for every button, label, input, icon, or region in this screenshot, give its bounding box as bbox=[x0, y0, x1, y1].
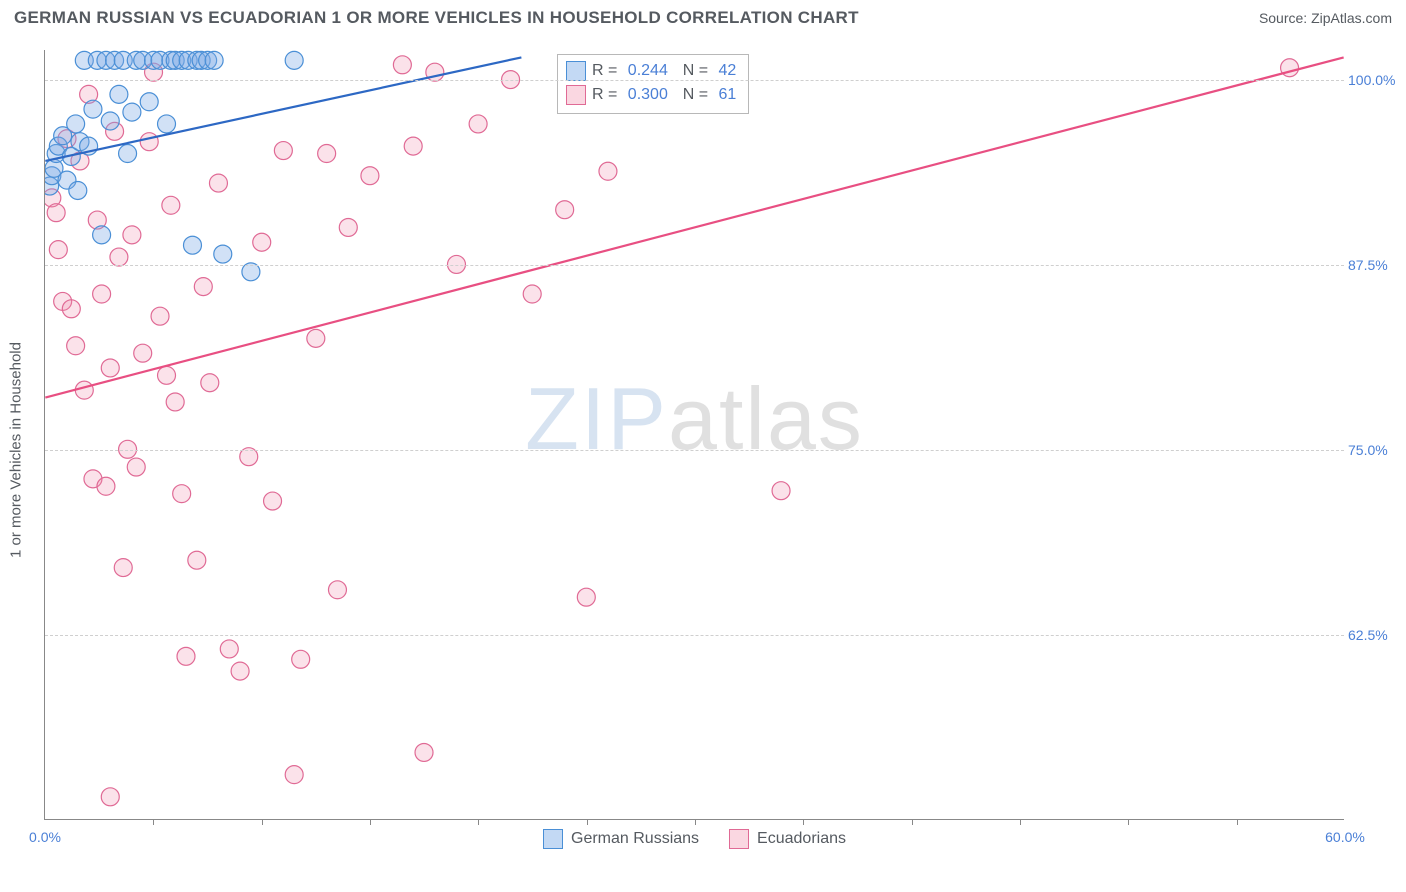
point-pink bbox=[318, 145, 336, 163]
point-pink bbox=[134, 344, 152, 362]
point-pink bbox=[523, 285, 541, 303]
point-blue bbox=[205, 51, 223, 69]
point-blue bbox=[214, 245, 232, 263]
point-blue bbox=[110, 85, 128, 103]
point-pink bbox=[140, 133, 158, 151]
point-pink bbox=[194, 278, 212, 296]
point-pink bbox=[123, 226, 141, 244]
point-pink bbox=[166, 393, 184, 411]
x-tick-label: 0.0% bbox=[29, 829, 61, 845]
point-pink bbox=[285, 766, 303, 784]
point-blue bbox=[285, 51, 303, 69]
scatter-svg bbox=[45, 50, 1344, 819]
point-pink bbox=[101, 788, 119, 806]
y-tick-label: 62.5% bbox=[1348, 627, 1400, 643]
legend-label: German Russians bbox=[571, 830, 699, 848]
point-blue bbox=[158, 115, 176, 133]
point-pink bbox=[97, 477, 115, 495]
point-pink bbox=[173, 485, 191, 503]
point-pink bbox=[328, 581, 346, 599]
swatch-pink-icon bbox=[566, 85, 586, 105]
point-pink bbox=[772, 482, 790, 500]
point-blue bbox=[140, 93, 158, 111]
point-blue bbox=[183, 236, 201, 254]
point-pink bbox=[292, 650, 310, 668]
point-blue bbox=[84, 100, 102, 118]
legend-label: Ecuadorians bbox=[757, 830, 846, 848]
point-pink bbox=[127, 458, 145, 476]
legend-item-pink: Ecuadorians bbox=[729, 829, 846, 849]
point-pink bbox=[274, 142, 292, 160]
point-pink bbox=[162, 196, 180, 214]
point-pink bbox=[415, 743, 433, 761]
point-pink bbox=[158, 366, 176, 384]
point-blue bbox=[67, 115, 85, 133]
point-pink bbox=[101, 359, 119, 377]
legend-item-blue: German Russians bbox=[543, 829, 699, 849]
point-pink bbox=[231, 662, 249, 680]
point-pink bbox=[49, 241, 67, 259]
point-blue bbox=[123, 103, 141, 121]
swatch-blue-icon bbox=[543, 829, 563, 849]
point-blue bbox=[69, 182, 87, 200]
point-pink bbox=[599, 162, 617, 180]
chart-container: 1 or more Vehicles in Household ZIPatlas… bbox=[44, 50, 1392, 850]
series-legend: German Russians Ecuadorians bbox=[45, 829, 1344, 849]
plot-area: ZIPatlas R = 0.244 N = 42 R = 0.300 N = … bbox=[44, 50, 1344, 820]
point-pink bbox=[62, 300, 80, 318]
point-blue bbox=[93, 226, 111, 244]
point-pink bbox=[151, 307, 169, 325]
y-tick-label: 87.5% bbox=[1348, 257, 1400, 273]
y-tick-label: 75.0% bbox=[1348, 442, 1400, 458]
point-pink bbox=[47, 204, 65, 222]
point-pink bbox=[67, 337, 85, 355]
x-tick-label: 60.0% bbox=[1325, 829, 1365, 845]
point-pink bbox=[393, 56, 411, 74]
point-pink bbox=[114, 559, 132, 577]
point-pink bbox=[75, 381, 93, 399]
point-pink bbox=[307, 329, 325, 347]
point-pink bbox=[339, 218, 357, 236]
point-pink bbox=[188, 551, 206, 569]
point-blue bbox=[101, 112, 119, 130]
point-pink bbox=[469, 115, 487, 133]
chart-title: GERMAN RUSSIAN VS ECUADORIAN 1 OR MORE V… bbox=[14, 8, 859, 28]
point-pink bbox=[177, 647, 195, 665]
point-pink bbox=[220, 640, 238, 658]
point-pink bbox=[361, 167, 379, 185]
y-tick-label: 100.0% bbox=[1348, 72, 1400, 88]
swatch-blue-icon bbox=[566, 61, 586, 81]
point-pink bbox=[201, 374, 219, 392]
stats-row-pink: R = 0.300 N = 61 bbox=[566, 83, 736, 107]
point-pink bbox=[110, 248, 128, 266]
point-blue bbox=[119, 145, 137, 163]
point-pink bbox=[264, 492, 282, 510]
swatch-pink-icon bbox=[729, 829, 749, 849]
point-pink bbox=[253, 233, 271, 251]
point-pink bbox=[577, 588, 595, 606]
point-pink bbox=[556, 201, 574, 219]
point-pink bbox=[404, 137, 422, 155]
y-axis-label: 1 or more Vehicles in Household bbox=[8, 342, 25, 558]
point-pink bbox=[93, 285, 111, 303]
source-label: Source: ZipAtlas.com bbox=[1259, 10, 1392, 26]
point-pink bbox=[209, 174, 227, 192]
stats-legend: R = 0.244 N = 42 R = 0.300 N = 61 bbox=[557, 54, 749, 114]
